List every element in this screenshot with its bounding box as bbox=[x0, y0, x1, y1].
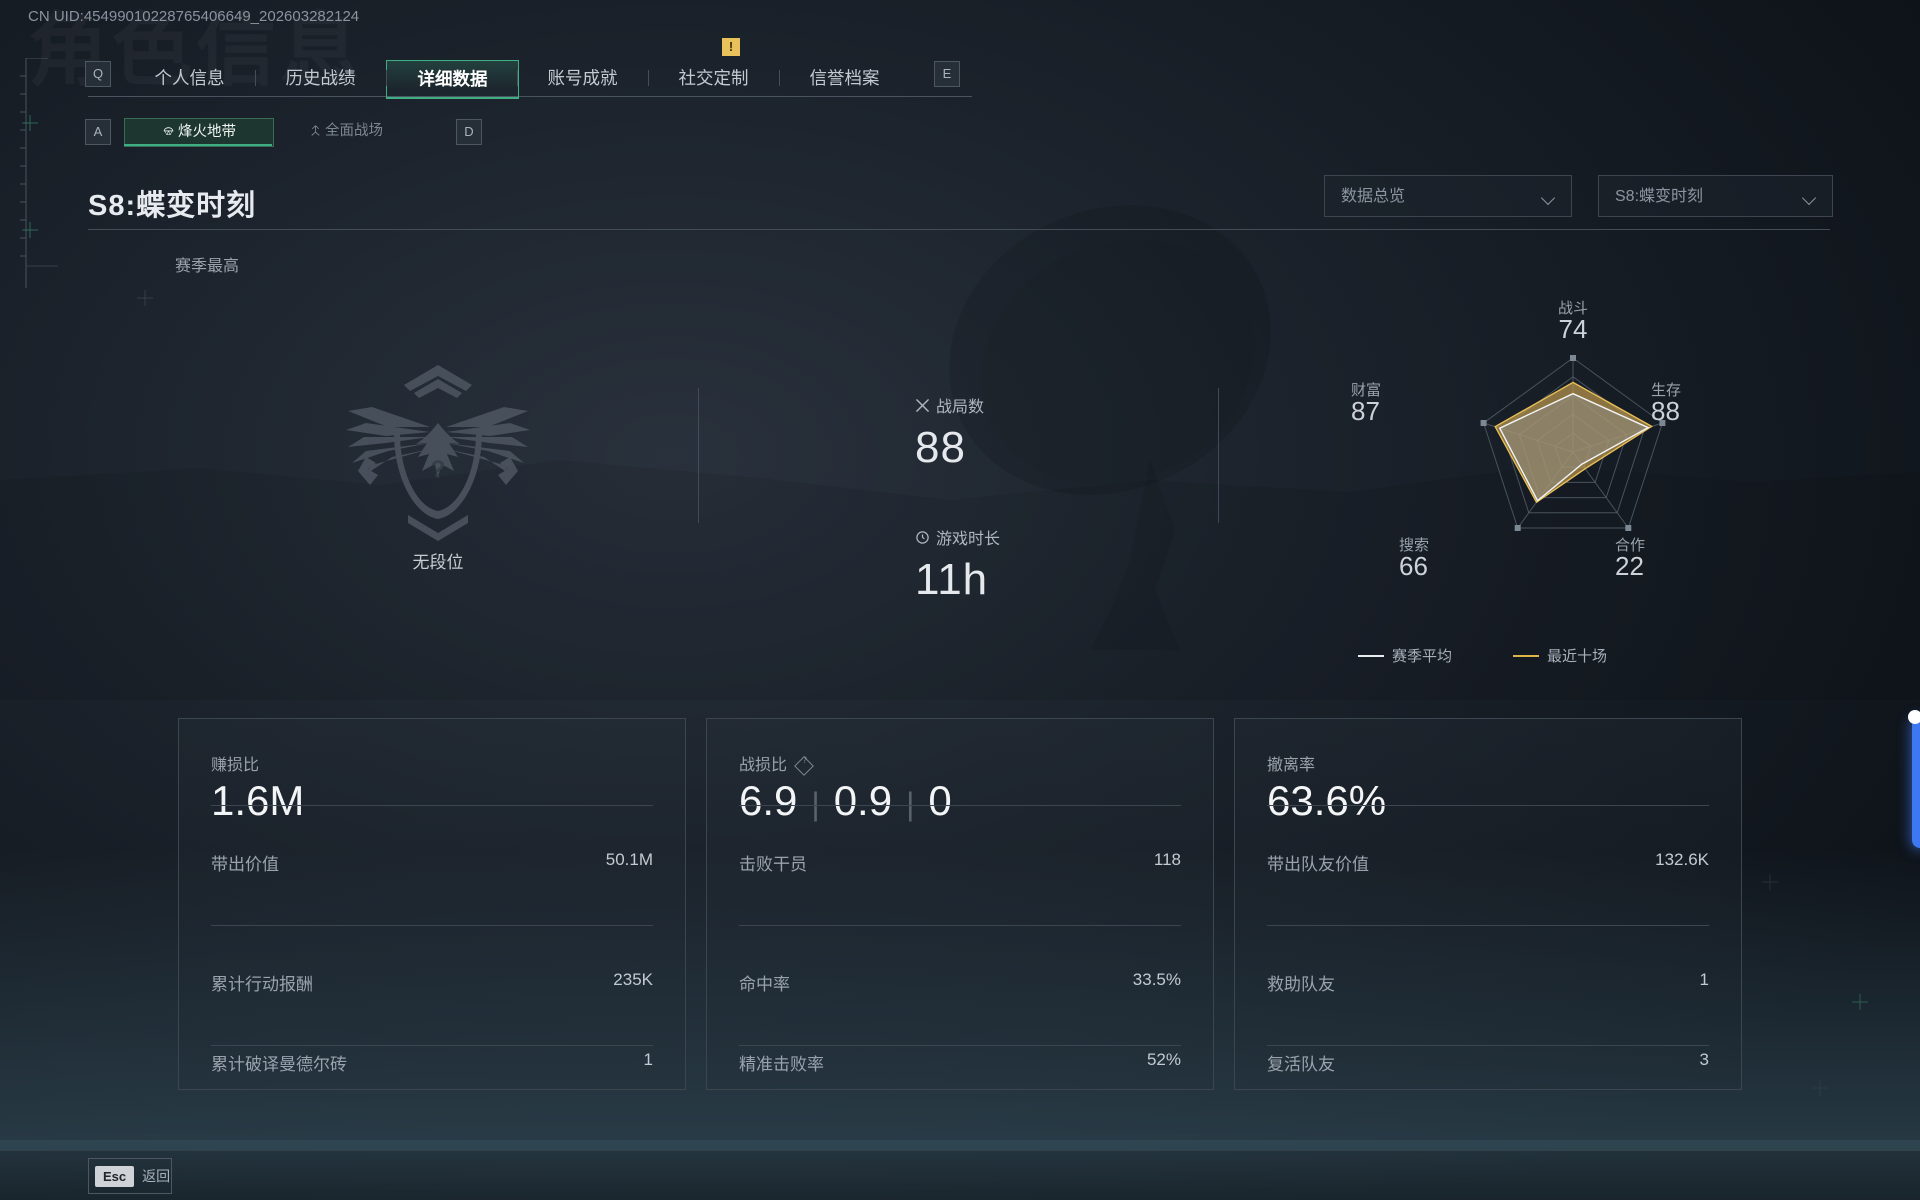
svg-text:?: ? bbox=[431, 456, 446, 483]
